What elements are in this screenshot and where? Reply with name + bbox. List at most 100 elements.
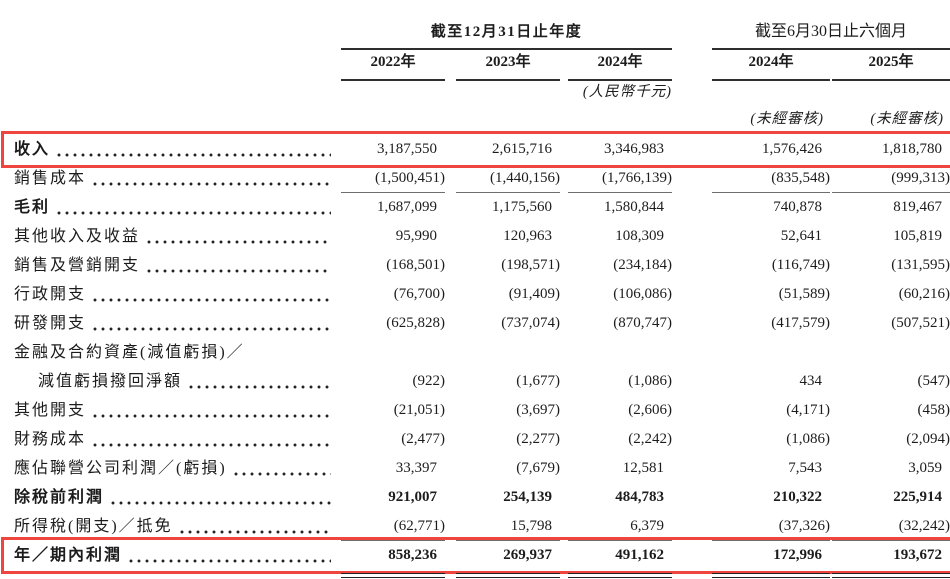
value-cell: (7,679) <box>445 454 560 483</box>
value-col: (116,749) <box>712 251 830 280</box>
value: (91,409) <box>508 286 560 302</box>
value: 2,615,716 <box>492 141 552 157</box>
value-col: (547) <box>832 367 950 396</box>
value-col: (37,326) <box>712 512 830 541</box>
value-cell: (999,313) <box>830 164 950 193</box>
value-col: (168,501) <box>341 251 445 280</box>
value: (835,548) <box>771 170 830 186</box>
value-col: (198,571) <box>456 251 560 280</box>
rule-col <box>341 573 445 578</box>
value: (76,700) <box>393 286 445 302</box>
value-col: 3,187,550 <box>341 135 445 164</box>
dot-leader <box>55 193 331 222</box>
row-label: 應佔聯營公司利潤／(虧損) <box>14 460 227 477</box>
value: (234,184) <box>613 257 672 273</box>
currency-note-row: (人民幣千元) <box>5 79 950 105</box>
row-label: 除稅前利潤 <box>14 489 105 506</box>
double-underline <box>456 573 560 578</box>
value: 740,878 <box>773 199 822 215</box>
row-label: 減值虧損撥回淨額 <box>38 373 183 390</box>
value-col: (1,500,451) <box>341 164 445 193</box>
value-cell: 210,322 <box>672 483 830 512</box>
value: 3,059 <box>908 460 942 476</box>
value: 33,397 <box>395 460 437 476</box>
rule-col <box>832 573 950 578</box>
value-col: 269,937 <box>456 541 560 570</box>
value-cell: 95,990 <box>341 222 445 251</box>
row-label-cell: 金融及合約資產(減值虧損)／ <box>5 338 341 367</box>
value-cell: 819,467 <box>830 193 950 222</box>
dot-leader <box>91 425 331 454</box>
value-col: 120,963 <box>456 222 560 251</box>
row-label: 研發開支 <box>14 315 87 332</box>
table-row-11: 除稅前利潤 921,007 254,139 484,783 210,322 225,914 <box>5 483 950 512</box>
value-cell: 3,187,550 <box>341 135 445 164</box>
value-col: (835,548) <box>712 164 830 193</box>
value: (507,521) <box>891 315 950 331</box>
value: 210,322 <box>773 489 822 505</box>
double-underline <box>832 573 950 578</box>
value: (1,500,451) <box>375 170 445 186</box>
value: (2,277) <box>516 431 560 447</box>
value-col: (3,697) <box>456 396 560 425</box>
value-cell: (2,094) <box>830 425 950 454</box>
rule-cell <box>445 570 560 578</box>
double-underline <box>568 573 672 578</box>
year-header-2023: 2023年 <box>445 48 560 81</box>
value: (870,747) <box>613 315 672 331</box>
dot-leader <box>91 396 331 425</box>
year-label: 2022年 <box>341 48 445 81</box>
value-col: (2,477) <box>341 425 445 454</box>
row-label: 所得稅(開支)／抵免 <box>14 518 173 535</box>
value-cell: (2,242) <box>560 425 672 454</box>
value-cell: (625,828) <box>341 309 445 338</box>
value-col: (51,589) <box>712 280 830 309</box>
value-col: 254,139 <box>456 483 560 512</box>
row-label-cell: 所得稅(開支)／抵免 <box>5 512 341 541</box>
value: 120,963 <box>503 228 552 244</box>
value-col: 740,878 <box>712 193 830 222</box>
dot-leader <box>231 454 331 483</box>
double-rule-row-13 <box>5 570 950 578</box>
value-col: 108,309 <box>568 222 672 251</box>
value-col: (1,677) <box>456 367 560 396</box>
value: 52,641 <box>780 228 822 244</box>
value-col: (32,242) <box>832 512 950 541</box>
row-label-cell: 行政開支 <box>5 280 341 309</box>
value-col: 33,397 <box>341 454 445 483</box>
value-col: (91,409) <box>456 280 560 309</box>
value: 105,819 <box>893 228 942 244</box>
value-col: (1,086) <box>712 425 830 454</box>
value-cell: (168,501) <box>341 251 445 280</box>
value: (458) <box>917 402 950 418</box>
value-col: (999,313) <box>832 164 950 193</box>
value-cell: (116,749) <box>672 251 830 280</box>
value-cell: (106,086) <box>560 280 672 309</box>
value-cell: 3,059 <box>830 454 950 483</box>
value: (198,571) <box>501 257 560 273</box>
value-cell: 484,783 <box>560 483 672 512</box>
value-col: 52,641 <box>712 222 830 251</box>
value-col: (62,771) <box>341 512 445 541</box>
table-row-0: 收入 3,187,550 2,615,716 3,346,983 1,576,426 1,… <box>1 131 950 168</box>
table-row-8: 其他開支 (21,051) (3,697) (2,606) (4,171) (458) <box>5 396 950 425</box>
value: 7,543 <box>788 460 822 476</box>
row-label-cell: 應佔聯營公司利潤／(虧損) <box>5 454 341 483</box>
value-col: (234,184) <box>568 251 672 280</box>
value: (116,749) <box>771 257 830 273</box>
value-col: 2,615,716 <box>456 135 560 164</box>
value: 95,990 <box>395 228 437 244</box>
value: (1,766,139) <box>602 170 672 186</box>
value-col: 6,379 <box>568 512 672 541</box>
value-cell: (547) <box>830 367 950 396</box>
value: (51,589) <box>778 286 830 302</box>
row-label: 銷售成本 <box>14 170 87 187</box>
value: (2,094) <box>906 431 950 447</box>
value-cell: 740,878 <box>672 193 830 222</box>
value-cell: 1,576,426 <box>672 135 830 164</box>
rule-cell <box>341 570 445 578</box>
value: 225,914 <box>893 489 942 505</box>
value-cell: 1,580,844 <box>560 193 672 222</box>
value: (106,086) <box>613 286 672 302</box>
year-header-interim-2025: 2025年 <box>830 48 950 81</box>
